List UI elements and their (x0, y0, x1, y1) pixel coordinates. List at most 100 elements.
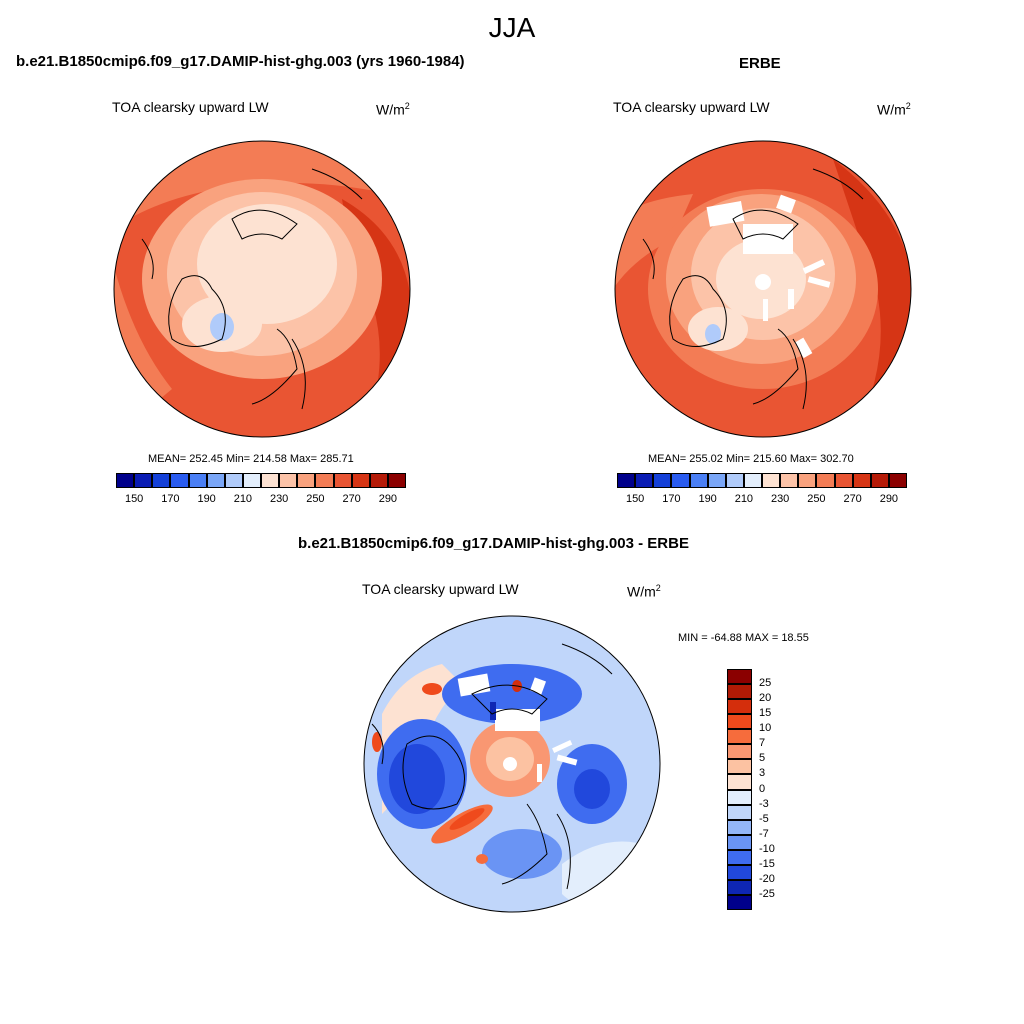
model-colorbar-tick-label: 210 (233, 493, 253, 505)
obs-colorbar-swatch (870, 473, 889, 488)
diff-colorbar-swatch (727, 804, 752, 820)
obs-colorbar-swatch (852, 473, 871, 488)
diff-colorbar-swatch (727, 819, 752, 835)
obs-polar-map (614, 140, 912, 438)
diff-stats: MIN = -64.88 MAX = 18.55 (678, 632, 809, 644)
obs-colorbar-tick-label: 190 (698, 493, 717, 505)
obs-colorbar-tick-label: 150 (625, 493, 645, 505)
model-polar-map (113, 140, 411, 438)
obs-subtitle: TOA clearsky upward LW (613, 99, 770, 115)
diff-colorbar-swatch (727, 849, 752, 865)
diff-colorbar-swatch (727, 744, 752, 760)
obs-colorbar-swatch (834, 473, 853, 488)
diff-colorbar-tick-label: -15 (759, 857, 775, 870)
diff-colorbar-tick-label: 20 (759, 692, 772, 705)
obs-colorbar-swatch (689, 473, 708, 488)
diff-colorbar-swatch (727, 864, 752, 880)
diff-colorbar-ticks: 25 20 15 10 7 5 3 0 -3 -5 -7 -10 -15 -20 -25 (759, 669, 799, 910)
model-colorbar-swatch (351, 473, 370, 488)
obs-colorbar-tick-label: 250 (807, 493, 826, 505)
model-colorbar-tick-label: 270 (342, 493, 361, 505)
model-colorbar-swatch (206, 473, 225, 488)
obs-colorbar-tick-label: 210 (734, 493, 754, 505)
obs-colorbar-swatch (780, 473, 799, 488)
diff-colorbar-tick-label: 10 (759, 722, 772, 735)
model-colorbar-tick-label: 170 (161, 493, 180, 505)
obs-colorbar-tick-label: 230 (770, 493, 790, 505)
diff-colorbar (727, 669, 752, 910)
model-colorbar-swatch (297, 473, 316, 488)
diff-colorbar-swatch (727, 669, 752, 685)
model-colorbar-swatch (315, 473, 334, 488)
diff-colorbar-swatch (727, 684, 752, 700)
model-colorbar-swatch (134, 473, 153, 488)
model-colorbar-tick-label: 190 (197, 493, 216, 505)
model-colorbar-swatch (279, 473, 298, 488)
diff-colorbar-swatch (727, 789, 752, 805)
obs-colorbar-tick-label: 170 (662, 493, 681, 505)
model-colorbar-swatch (261, 473, 280, 488)
diff-colorbar-swatch (727, 729, 752, 745)
obs-colorbar-tick-label: 270 (843, 493, 862, 505)
diff-panel-title: b.e21.B1850cmip6.f09_g17.DAMIP-hist-ghg.… (298, 535, 689, 552)
diff-colorbar-swatch (727, 699, 752, 715)
obs-colorbar-swatch (725, 473, 744, 488)
obs-colorbar-swatch (888, 473, 907, 488)
diff-colorbar-tick-label: 7 (759, 737, 766, 750)
obs-colorbar-tick-label: 290 (879, 493, 899, 505)
obs-colorbar-swatch (798, 473, 817, 488)
obs-panel-title: ERBE (739, 55, 781, 72)
diff-colorbar-tick-label: -3 (759, 797, 769, 810)
model-colorbar-swatch (170, 473, 189, 488)
model-colorbar-swatch (333, 473, 352, 488)
obs-colorbar (617, 473, 907, 488)
model-colorbar-swatch (242, 473, 261, 488)
obs-colorbar-ticks: 150 170 190 210 230 250 270 290 (617, 493, 907, 507)
diff-subtitle: TOA clearsky upward LW (362, 581, 519, 597)
model-colorbar (116, 473, 406, 488)
diff-colorbar-tick-label: 3 (759, 767, 766, 780)
obs-colorbar-swatch (707, 473, 726, 488)
diff-colorbar-tick-label: -25 (759, 887, 775, 900)
obs-stats: MEAN= 255.02 Min= 215.60 Max= 302.70 (648, 453, 854, 465)
diff-colorbar-swatch (727, 714, 752, 730)
diff-colorbar-tick-label: 25 (759, 677, 772, 690)
obs-colorbar-swatch (743, 473, 762, 488)
model-colorbar-tick-label: 250 (306, 493, 325, 505)
diff-colorbar-tick-label: 0 (759, 782, 766, 795)
model-colorbar-swatch (369, 473, 388, 488)
model-colorbar-swatch (387, 473, 406, 488)
diff-colorbar-tick-label: 15 (759, 707, 772, 720)
diff-colorbar-swatch (727, 834, 752, 850)
diff-colorbar-swatch (727, 759, 752, 775)
obs-colorbar-swatch (671, 473, 690, 488)
obs-colorbar-swatch (617, 473, 636, 488)
diff-colorbar-tick-label: -10 (759, 842, 775, 855)
model-colorbar-ticks: 150 170 190 210 230 250 270 290 (116, 493, 406, 507)
model-colorbar-swatch (152, 473, 171, 488)
obs-colorbar-swatch (762, 473, 781, 488)
figure-title: JJA (488, 12, 536, 43)
diff-colorbar-tick-label: -7 (759, 827, 769, 840)
diff-colorbar-swatch (727, 894, 752, 910)
diff-colorbar-swatch (727, 879, 752, 895)
model-subtitle: TOA clearsky upward LW (112, 99, 269, 115)
diff-polar-map (363, 615, 661, 913)
obs-colorbar-swatch (635, 473, 654, 488)
model-colorbar-swatch (188, 473, 207, 488)
model-colorbar-tick-label: 290 (378, 493, 398, 505)
diff-units: W/m2 (627, 583, 661, 600)
diff-colorbar-tick-label: -20 (759, 872, 775, 885)
model-stats: MEAN= 252.45 Min= 214.58 Max= 285.71 (148, 453, 354, 465)
obs-colorbar-swatch (653, 473, 672, 488)
diff-colorbar-swatch (727, 774, 752, 790)
model-panel-title: b.e21.B1850cmip6.f09_g17.DAMIP-hist-ghg.… (16, 53, 465, 70)
obs-colorbar-swatch (816, 473, 835, 488)
model-colorbar-tick-label: 150 (124, 493, 144, 505)
model-colorbar-tick-label: 230 (269, 493, 289, 505)
model-colorbar-swatch (116, 473, 135, 488)
diff-colorbar-tick-label: 5 (759, 752, 766, 765)
obs-units: W/m2 (877, 101, 911, 118)
model-colorbar-swatch (224, 473, 243, 488)
model-units: W/m2 (376, 101, 410, 118)
